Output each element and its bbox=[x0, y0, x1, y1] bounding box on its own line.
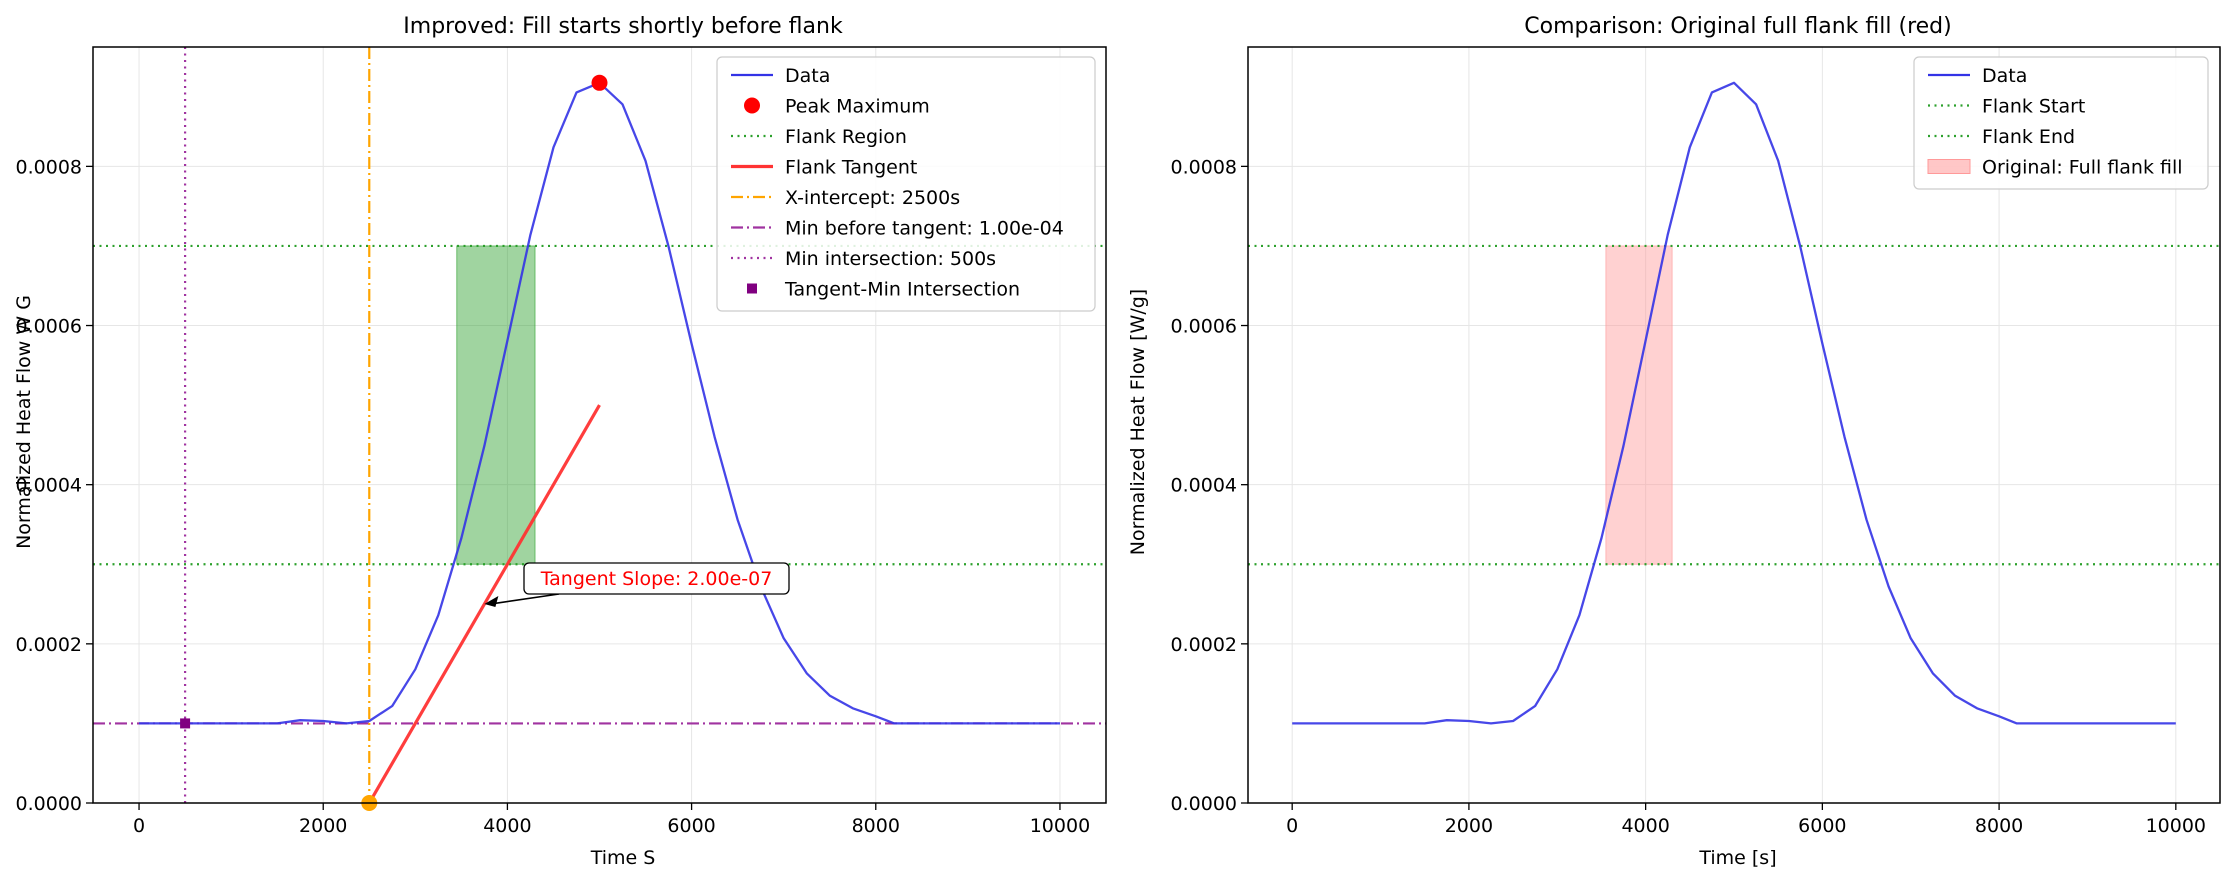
x-tick-label: 6000 bbox=[667, 815, 715, 837]
y-tick-label: 0.0002 bbox=[16, 634, 82, 656]
x-tick-label: 4000 bbox=[483, 815, 531, 837]
y-axis-label: Normalized Heat Flow [W/g] bbox=[1127, 289, 1149, 555]
x-axis-label: Time S bbox=[590, 847, 656, 869]
annotation-text: Tangent Slope: 2.00e-07 bbox=[540, 568, 773, 590]
legend-label: Flank Tangent bbox=[785, 157, 917, 179]
y-tick-label: 0.0004 bbox=[1171, 475, 1237, 497]
y-tick-label: 0.0002 bbox=[1171, 634, 1237, 656]
x-tick-label: 10000 bbox=[2146, 815, 2206, 837]
panel-improved: Improved: Fill starts shortly before fla… bbox=[13, 14, 1107, 869]
y-axis-label: Normalized Heat Flow W G bbox=[13, 295, 35, 549]
legend-swatch-peak-maximum bbox=[744, 97, 760, 114]
y-tick-label: 0.0000 bbox=[1171, 793, 1237, 815]
tangent-min-intersection-marker bbox=[180, 718, 191, 729]
x-tick-label: 0 bbox=[1286, 815, 1298, 837]
x-tick-label: 2000 bbox=[299, 815, 347, 837]
axes-frame bbox=[92, 46, 1107, 804]
y-tick-label: 0.0006 bbox=[1171, 316, 1237, 338]
x-tick-label: 10000 bbox=[1030, 815, 1090, 837]
legend-label: X-intercept: 2500s bbox=[785, 187, 960, 209]
y-tick-label: 0.0008 bbox=[1171, 156, 1237, 178]
legend-label: Flank Region bbox=[785, 126, 907, 148]
axis-ticks: 0 2000 4000 6000 8000 10000 0.0000 0.0002 0.0004… bbox=[1171, 156, 2207, 837]
axes-frame bbox=[1247, 46, 2221, 804]
legend: Data Flank Start Flank End Original: Full f… bbox=[1913, 56, 2209, 190]
data-series-line bbox=[1292, 81, 2176, 725]
legend-box bbox=[1913, 56, 2209, 190]
annotation-arrow-head bbox=[484, 596, 499, 608]
legend-label: Flank Start bbox=[1982, 96, 2085, 118]
tangent-slope-annotation: Tangent Slope: 2.00e-07 bbox=[484, 562, 790, 608]
x-axis-label: Time [s] bbox=[1698, 847, 1776, 869]
data-series-line bbox=[139, 81, 1060, 725]
legend-box bbox=[716, 56, 1096, 312]
legend-swatch-tangent-min-intersection bbox=[747, 283, 757, 294]
x-tick-label: 8000 bbox=[1975, 815, 2023, 837]
annotation-box bbox=[523, 562, 790, 595]
legend-swatch-original-full-flank-fill bbox=[1927, 159, 1971, 174]
plot-area bbox=[1248, 81, 2220, 725]
y-tick-label: 0.0008 bbox=[16, 156, 82, 178]
legend: Data Peak Maximum Flank Region Flank Tangen… bbox=[716, 56, 1096, 312]
legend-label: Peak Maximum bbox=[785, 96, 930, 118]
legend-label: Min before tangent: 1.00e-04 bbox=[785, 218, 1064, 240]
flank-fill-region bbox=[456, 245, 536, 565]
y-tick-label: 0.0004 bbox=[16, 475, 82, 497]
legend-label: Tangent-Min Intersection bbox=[784, 279, 1020, 301]
chart-title: Improved: Fill starts shortly before fla… bbox=[403, 14, 843, 39]
axis-ticks: 0 2000 4000 6000 8000 10000 0.0000 0.0002 0.0004… bbox=[16, 156, 1091, 837]
y-tick-label: 0.0006 bbox=[16, 316, 82, 338]
legend-label: Data bbox=[1982, 65, 2027, 87]
x-tick-label: 2000 bbox=[1445, 815, 1493, 837]
annotation-arrow-line bbox=[490, 593, 560, 605]
legend-label: Flank End bbox=[1982, 126, 2075, 148]
x-tick-label: 0 bbox=[133, 815, 145, 837]
y-tick-label: 0.0000 bbox=[16, 793, 82, 815]
legend-label: Min intersection: 500s bbox=[785, 248, 996, 270]
legend-label: Data bbox=[785, 65, 830, 87]
x-tick-label: 8000 bbox=[852, 815, 900, 837]
peak-maximum-marker bbox=[591, 74, 608, 91]
x-tick-label: 6000 bbox=[1798, 815, 1846, 837]
flank-fill-region bbox=[1605, 245, 1673, 565]
x-tick-label: 4000 bbox=[1621, 815, 1669, 837]
legend-label: Original: Full flank fill bbox=[1982, 157, 2183, 179]
chart-title: Comparison: Original full flank fill (re… bbox=[1524, 14, 1951, 39]
panel-comparison: Comparison: Original full flank fill (re… bbox=[1127, 14, 2221, 869]
